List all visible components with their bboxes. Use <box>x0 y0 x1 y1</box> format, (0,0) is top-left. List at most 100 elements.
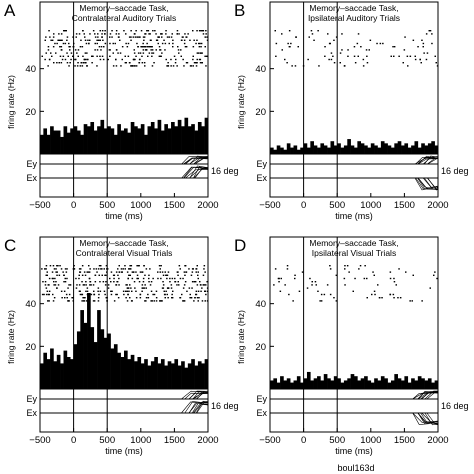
histogram-bar <box>296 149 301 154</box>
histogram-bar <box>90 122 95 154</box>
raster-spike <box>80 268 82 270</box>
raster-spike <box>335 274 338 276</box>
raster-spike <box>104 30 106 32</box>
raster-spike <box>94 36 97 38</box>
histogram-bar <box>194 365 199 389</box>
raster-spike <box>161 42 164 45</box>
raster-spike <box>171 33 173 35</box>
raster-spike <box>54 284 57 286</box>
raster-spike <box>60 290 63 292</box>
raster-spike <box>83 300 86 302</box>
raster-spike <box>372 271 374 273</box>
histogram-bar <box>53 130 58 154</box>
histogram-bar <box>310 380 314 389</box>
raster-spike <box>44 281 47 283</box>
raster-spike <box>66 268 68 270</box>
raster-spike <box>44 284 47 286</box>
x-axis-label: time (ms) <box>105 446 143 456</box>
raster-spike <box>58 274 61 276</box>
histogram-bar <box>310 141 314 154</box>
raster-spike <box>94 49 96 51</box>
histogram-bar <box>174 359 179 389</box>
raster-spike <box>171 277 174 280</box>
histogram-bar <box>333 376 338 389</box>
raster-spike <box>119 39 121 41</box>
raster-spike <box>200 30 202 32</box>
raster-spike <box>63 274 65 276</box>
raster-spike <box>369 39 372 41</box>
histogram-bar <box>306 147 311 154</box>
raster-spike <box>161 52 163 54</box>
raster-spike <box>189 39 191 41</box>
raster-spike <box>64 42 67 45</box>
raster-spike <box>178 265 181 267</box>
histogram-bar <box>270 380 274 389</box>
raster-spike <box>139 36 141 38</box>
raster-spike <box>191 271 194 273</box>
histogram-bar <box>407 382 412 389</box>
raster-spike <box>198 58 201 61</box>
raster-spike <box>183 271 186 273</box>
raster-spike <box>115 271 118 273</box>
raster-spike <box>55 52 57 54</box>
histogram-bar <box>354 147 358 154</box>
saccade-trace-ey <box>421 390 439 400</box>
histogram-bar <box>384 143 388 154</box>
raster-spike <box>319 300 321 302</box>
raster-spike <box>48 30 50 32</box>
histogram-bar <box>276 382 281 389</box>
raster-spike <box>144 46 146 48</box>
raster-spike <box>117 52 119 54</box>
raster-spike <box>77 55 79 57</box>
raster-spike <box>155 49 157 51</box>
raster-spike <box>117 274 119 276</box>
raster-spike <box>72 36 74 38</box>
histogram-bar <box>83 124 88 154</box>
raster-spike <box>295 36 297 38</box>
raster-spike <box>101 268 103 270</box>
raster-spike <box>128 290 130 292</box>
eye-scale-label: 16 deg <box>441 401 469 411</box>
histogram-bar <box>124 350 128 389</box>
histogram-bar <box>107 333 111 389</box>
raster-spike <box>392 293 395 296</box>
raster-spike <box>120 65 122 67</box>
raster-spike <box>176 30 179 32</box>
histogram-bar <box>290 147 294 154</box>
raster-spike <box>109 33 112 35</box>
histogram-bar <box>364 145 368 154</box>
raster-spike <box>182 277 184 280</box>
raster-spike <box>398 268 400 270</box>
raster-spike <box>44 39 46 41</box>
raster-spike <box>204 271 206 273</box>
raster-spike <box>185 271 188 273</box>
raster-spike <box>121 46 124 48</box>
raster-spike <box>184 265 187 267</box>
raster-spike <box>170 65 172 67</box>
raster-spike <box>41 293 44 296</box>
raster-spike <box>68 42 70 45</box>
raster-spike <box>195 62 197 64</box>
x-tick-label: 0 <box>71 200 76 211</box>
raster-spike <box>313 39 315 41</box>
raster-spike <box>126 271 129 273</box>
raster-spike <box>274 30 276 32</box>
raster-spike <box>81 46 84 48</box>
histogram-bar <box>76 130 81 154</box>
raster-spike <box>101 33 103 35</box>
raster-spike <box>196 297 199 299</box>
raster-spike <box>99 281 101 283</box>
histogram-bar <box>286 378 291 389</box>
raster-spike <box>148 33 150 35</box>
histogram-bar <box>300 147 304 154</box>
histogram-bar <box>317 376 321 389</box>
raster-spike <box>327 33 329 35</box>
raster-spike <box>52 277 54 280</box>
eye-label-ey: Ey <box>256 159 267 169</box>
histogram-bar <box>197 122 202 154</box>
raster-spike <box>137 265 140 267</box>
raster-spike <box>48 58 51 61</box>
raster-spike <box>86 271 88 273</box>
raster-spike <box>184 33 186 35</box>
